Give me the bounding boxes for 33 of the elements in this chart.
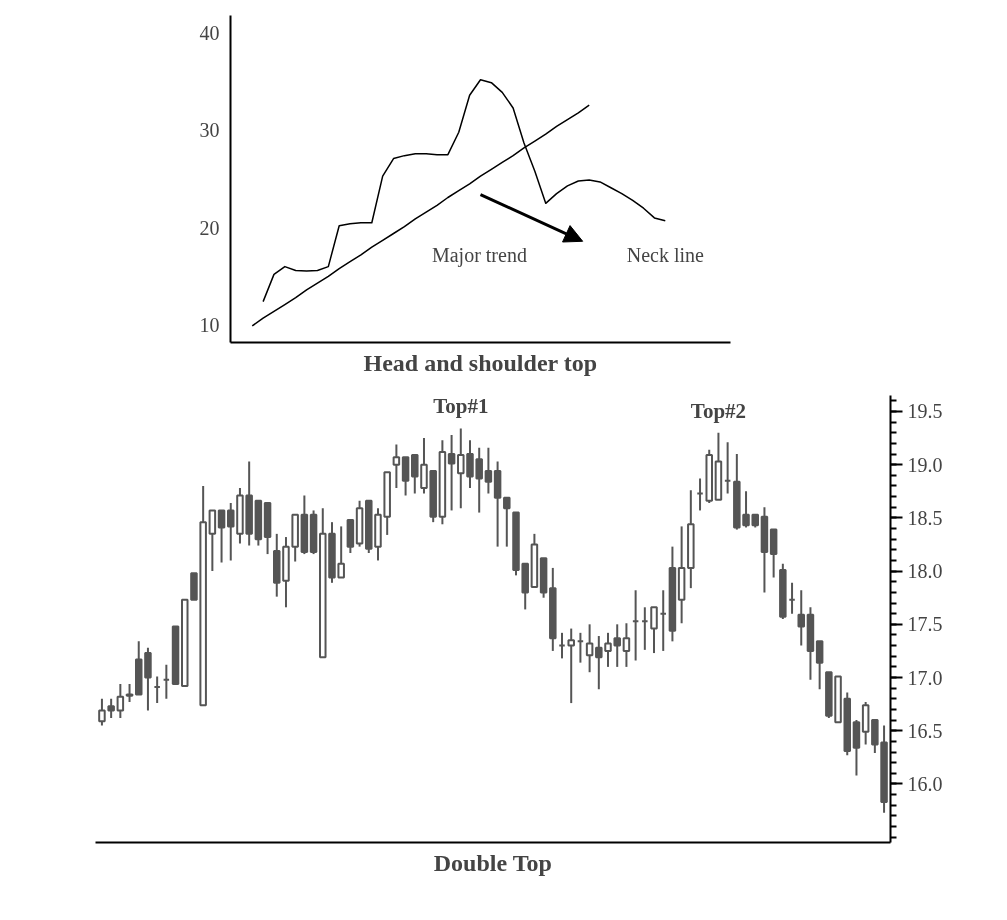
text: Double Top: [433, 849, 552, 876]
text: Head and shoulder top: [363, 349, 598, 376]
candlestick: [622, 622, 631, 668]
y-tick-label: 16.5: [907, 719, 943, 742]
y-tick-label: 19.0: [907, 453, 943, 476]
candlestick: [125, 682, 134, 704]
candlestick: [585, 623, 594, 674]
y-tick-label: 17.0: [907, 666, 943, 689]
candlestick: [815, 640, 824, 691]
candlestick: [567, 627, 575, 705]
candlestick: [650, 606, 658, 655]
y-tick-label: 40: [199, 22, 220, 45]
y-tick-label: 10: [199, 313, 220, 336]
annotation: Top#2: [690, 398, 747, 423]
y-tick-label: 18.5: [907, 506, 943, 529]
candlestick: [503, 496, 511, 548]
y-tick-label: 16.0: [907, 772, 943, 795]
candlestick: [116, 682, 125, 719]
annotation: Major trend: [431, 243, 527, 267]
candlestick: [217, 509, 226, 564]
y-tick-label: 17.5: [907, 613, 943, 636]
candlestick: [392, 443, 401, 490]
candlestick: [797, 589, 806, 647]
y-tick-label: 30: [199, 119, 220, 142]
y-tick-label: 18.0: [907, 560, 943, 583]
y-tick-label: 19.5: [907, 400, 943, 423]
candlestick: [484, 446, 493, 495]
annotation: Neck line: [626, 243, 704, 266]
annotation: Top#1: [433, 394, 489, 419]
y-tick-label: 20: [199, 216, 220, 239]
candlestick: [447, 433, 456, 512]
candlestick: [208, 509, 217, 573]
candlestick: [401, 456, 410, 497]
